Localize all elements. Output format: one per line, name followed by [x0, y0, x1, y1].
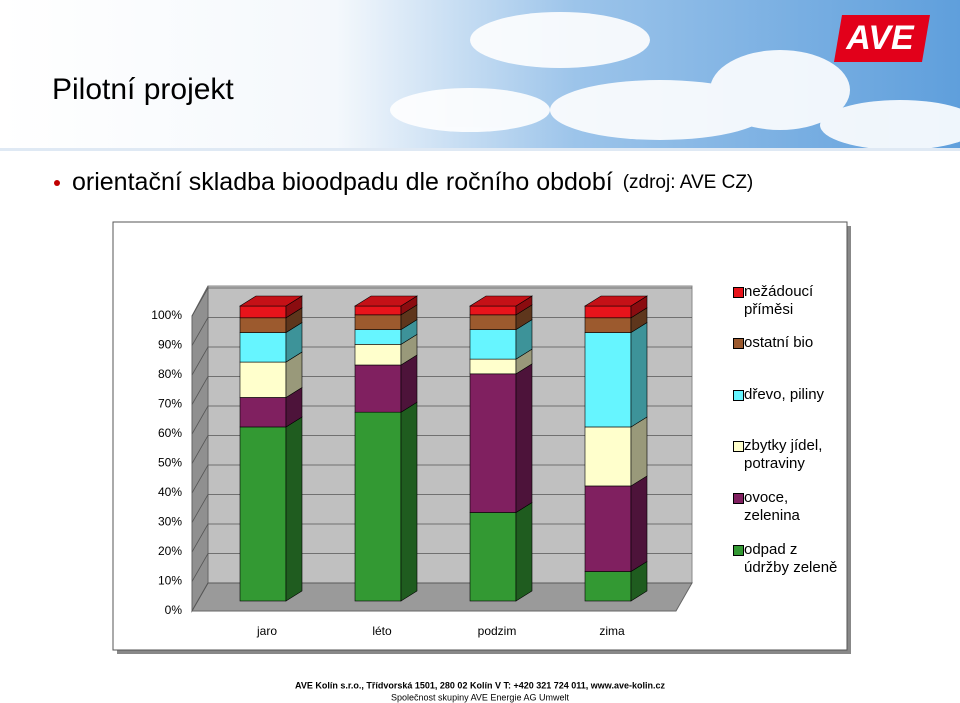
logo: AVE [845, 19, 915, 57]
bar-segment [584, 485, 632, 572]
bar-segment [469, 329, 517, 360]
y-tick-label: 20% [158, 544, 182, 558]
bar-segment [469, 314, 517, 330]
legend-swatch [733, 287, 744, 298]
legend-swatch [733, 493, 744, 504]
legend-label: odpad z údržby zeleně [744, 541, 838, 576]
bar-segment [584, 317, 632, 333]
y-tick-label: 70% [158, 397, 182, 411]
x-tick-label: zima [599, 624, 625, 638]
bar-segment-side [630, 475, 648, 573]
side-wall [191, 285, 209, 613]
bar-segment [354, 344, 402, 366]
y-tick-label: 60% [158, 426, 182, 440]
bar-segment-top [238, 295, 304, 307]
bar-segment [584, 571, 632, 602]
legend-swatch [733, 390, 744, 401]
y-tick-label: 0% [165, 603, 183, 617]
bar-segment [469, 512, 517, 602]
legend-entry: ostatní bio [727, 334, 845, 352]
footer-line: AVE Kolín s.r.o., Třídvorská 1501, 280 0… [295, 680, 665, 690]
bar-segment-side [515, 363, 533, 514]
legend-label: nežádoucí příměsi [744, 283, 814, 318]
legend-entry: dřevo, piliny [727, 386, 845, 404]
bar-segment [469, 358, 517, 375]
footer-line: Společnost skupiny AVE Energie AG Umwelt [391, 692, 569, 702]
x-tick-label: léto [372, 624, 392, 638]
bullet-dot [54, 180, 60, 186]
y-tick-label: 40% [158, 485, 182, 499]
bar-segment [239, 317, 287, 333]
legend-entry: odpad z údržby zeleně [727, 541, 845, 577]
legend-swatch [733, 545, 744, 556]
bar-segment [354, 411, 402, 602]
legend-entry: zbytky jídel, potraviny [727, 437, 845, 473]
y-tick-label: 80% [158, 367, 182, 381]
bar-segment [239, 305, 287, 319]
legend: nežádoucí příměsi ostatní bio dřevo, pilin… [727, 282, 845, 594]
logo-box [834, 15, 930, 62]
bar-segment-side [400, 401, 418, 602]
slide-title: Pilotní projekt [52, 73, 234, 106]
bar-segment [239, 332, 287, 363]
y-tick-label: 10% [158, 574, 182, 588]
bar-segment-side [630, 322, 648, 428]
plot: 0% 10% 20% 30% 40% 50% 60% 70% 80% 90% 100% jaro lét… [151, 285, 693, 638]
bar-segment-top [468, 295, 534, 307]
legend-entry: nežádoucí příměsi [727, 283, 845, 319]
y-tick-label: 50% [158, 456, 182, 470]
bullet-main: orientační skladba bioodpadu dle ročního… [72, 168, 613, 196]
legend-swatch [733, 441, 744, 452]
bar-segment [354, 305, 402, 316]
bar-segment [584, 305, 632, 319]
y-tick-label: 30% [158, 515, 182, 529]
source: (zdroj: AVE CZ) [623, 172, 754, 193]
bar-segment-side [630, 416, 648, 487]
bar-segment [584, 426, 632, 487]
bar-segment [239, 397, 287, 428]
bar-segment [354, 329, 402, 345]
bar-segment [469, 373, 517, 513]
legend-label: dřevo, piliny [744, 386, 825, 403]
legend-label: ostatní bio [744, 334, 814, 351]
legend-label: zbytky jídel, potraviny [744, 437, 823, 472]
bar-segment [354, 314, 402, 330]
bar-segment [469, 305, 517, 316]
bar-segment [239, 426, 287, 602]
grid-line [191, 287, 692, 317]
legend-swatch [733, 338, 744, 349]
header-rule [0, 148, 960, 151]
x-tick-label: jaro [256, 624, 277, 638]
bar-segment-top [583, 295, 649, 307]
x-tick-label: podzim [478, 624, 517, 638]
bar-segment [239, 361, 287, 398]
legend-entry: ovoce, zelenina [727, 489, 845, 525]
bar-segment-side [515, 501, 533, 602]
bar-segment [354, 364, 402, 413]
y-tick-label: 100% [151, 308, 182, 322]
bullet-text: orientační skladba bioodpadu dle ročního… [72, 168, 753, 196]
clouds [390, 12, 960, 150]
y-tick-label: 90% [158, 338, 182, 352]
legend-label: ovoce, zelenina [744, 489, 800, 524]
bar-segment [584, 332, 632, 428]
bar-segment-side [285, 416, 303, 602]
bar-segment-top [353, 295, 419, 307]
